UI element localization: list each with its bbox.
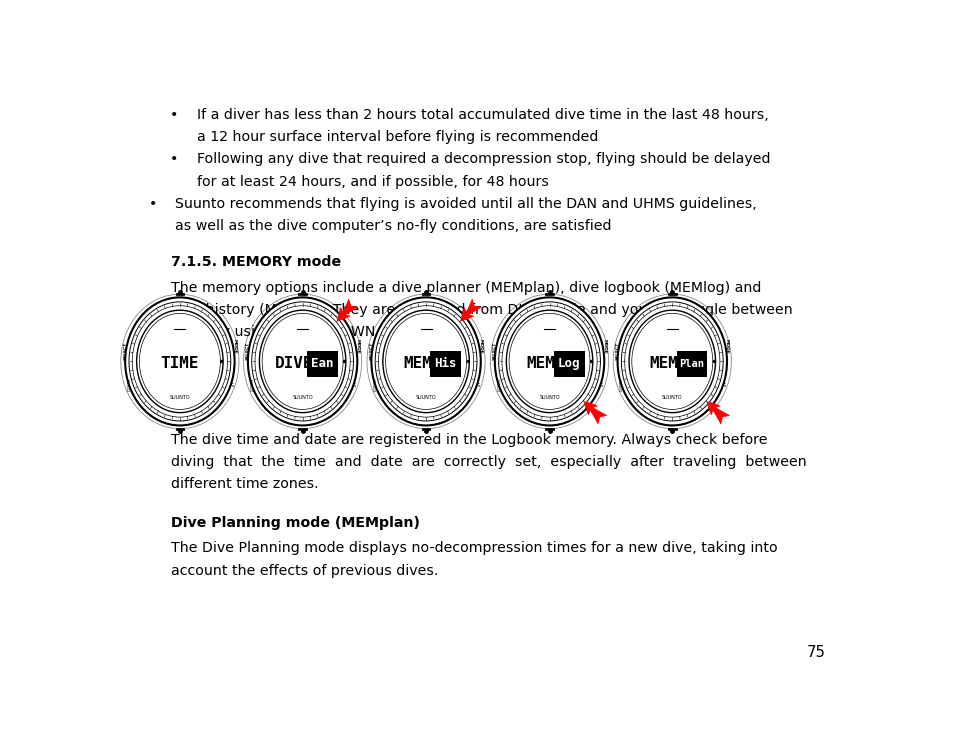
Text: DOWN: DOWN bbox=[250, 378, 254, 391]
Text: 75: 75 bbox=[805, 645, 824, 660]
Ellipse shape bbox=[367, 294, 485, 429]
Text: diving  that  the  time  and  date  are  correctly  set,  especially  after  tra: diving that the time and date are correc… bbox=[171, 455, 806, 469]
Text: SUUNTO: SUUNTO bbox=[170, 395, 190, 400]
Ellipse shape bbox=[139, 314, 220, 410]
Ellipse shape bbox=[490, 294, 608, 429]
Ellipse shape bbox=[617, 297, 726, 426]
Ellipse shape bbox=[248, 297, 357, 426]
Text: MODE: MODE bbox=[478, 339, 482, 353]
Text: MEM: MEM bbox=[648, 357, 678, 371]
Text: MODE: MODE bbox=[233, 339, 236, 353]
Text: for at least 24 hours, and if possible, for 48 hours: for at least 24 hours, and if possible, … bbox=[196, 175, 548, 188]
Text: MODE: MODE bbox=[601, 339, 605, 353]
Text: a 12 hour surface interval before flying is recommended: a 12 hour surface interval before flying… bbox=[196, 130, 598, 144]
Text: The Dive Planning mode displays no-decompression times for a new dive, taking in: The Dive Planning mode displays no-decom… bbox=[171, 541, 777, 556]
Text: The memory options include a dive planner (MEMplan), dive logbook (MEMlog) and: The memory options include a dive planne… bbox=[171, 281, 760, 295]
Text: •: • bbox=[170, 153, 177, 166]
Text: DOWN: DOWN bbox=[497, 378, 500, 391]
Text: MODE: MODE bbox=[355, 339, 359, 353]
Ellipse shape bbox=[613, 294, 731, 429]
Text: Dive Planning mode (MEMplan): Dive Planning mode (MEMplan) bbox=[171, 516, 419, 530]
Ellipse shape bbox=[382, 310, 469, 413]
Text: SELECT: SELECT bbox=[123, 342, 127, 361]
Ellipse shape bbox=[506, 310, 592, 413]
Text: Log: Log bbox=[558, 358, 579, 370]
Text: SUUNTO: SUUNTO bbox=[292, 395, 313, 400]
Bar bbox=[430, 351, 460, 376]
Text: 7.1.5. MEMORY mode: 7.1.5. MEMORY mode bbox=[171, 256, 341, 269]
Text: DOWN: DOWN bbox=[128, 378, 132, 391]
Ellipse shape bbox=[262, 314, 343, 410]
Ellipse shape bbox=[371, 297, 480, 426]
Text: •: • bbox=[170, 108, 177, 122]
Text: Suunto recommends that flying is avoided until all the DAN and UHMS guidelines,: Suunto recommends that flying is avoided… bbox=[174, 197, 756, 211]
Ellipse shape bbox=[628, 310, 715, 413]
Ellipse shape bbox=[631, 314, 712, 410]
Bar bbox=[554, 351, 584, 376]
Text: TIME: TIME bbox=[160, 357, 199, 371]
Text: His: His bbox=[434, 358, 456, 370]
Text: UP: UP bbox=[598, 382, 601, 387]
Text: UP: UP bbox=[228, 382, 232, 387]
Text: Ean: Ean bbox=[311, 358, 334, 370]
Text: SELECT: SELECT bbox=[493, 342, 497, 361]
Text: UP: UP bbox=[720, 382, 724, 387]
Text: SUUNTO: SUUNTO bbox=[661, 395, 682, 400]
Text: Plan: Plan bbox=[679, 359, 703, 369]
Text: Following any dive that required a decompression stop, flying should be delayed: Following any dive that required a decom… bbox=[196, 153, 770, 166]
Ellipse shape bbox=[385, 314, 466, 410]
Text: UP: UP bbox=[474, 382, 477, 387]
Text: dive history (MEMhis). They are accessed from DIVE mode and you can toggle betwe: dive history (MEMhis). They are accessed… bbox=[171, 303, 792, 318]
Text: MODE: MODE bbox=[724, 339, 728, 353]
Text: SUUNTO: SUUNTO bbox=[538, 395, 559, 400]
Text: SELECT: SELECT bbox=[369, 342, 373, 361]
Text: them by using the UP/DOWN buttons.: them by using the UP/DOWN buttons. bbox=[171, 325, 438, 339]
Text: different time zones.: different time zones. bbox=[171, 477, 318, 491]
Bar bbox=[307, 351, 337, 376]
Text: account the effects of previous dives.: account the effects of previous dives. bbox=[171, 563, 438, 578]
Text: DOWN: DOWN bbox=[374, 378, 377, 391]
Bar bbox=[676, 351, 706, 376]
Text: SELECT: SELECT bbox=[246, 342, 250, 361]
Text: •: • bbox=[149, 197, 157, 211]
Ellipse shape bbox=[243, 294, 361, 429]
Text: DOWN: DOWN bbox=[619, 378, 623, 391]
Text: DIVE: DIVE bbox=[274, 357, 313, 371]
Ellipse shape bbox=[495, 297, 603, 426]
Ellipse shape bbox=[136, 310, 223, 413]
Text: as well as the dive computer’s no-fly conditions, are satisfied: as well as the dive computer’s no-fly co… bbox=[174, 218, 611, 233]
Text: The dive time and date are registered in the Logbook memory. Always check before: The dive time and date are registered in… bbox=[171, 433, 767, 447]
Text: MEM: MEM bbox=[526, 357, 555, 371]
Text: SUUNTO: SUUNTO bbox=[416, 395, 436, 400]
Ellipse shape bbox=[259, 310, 346, 413]
Text: If a diver has less than 2 hours total accumulated dive time in the last 48 hour: If a diver has less than 2 hours total a… bbox=[196, 108, 768, 122]
Text: UP: UP bbox=[351, 382, 355, 387]
Ellipse shape bbox=[509, 314, 589, 410]
Text: MEM: MEM bbox=[402, 357, 432, 371]
Text: SELECT: SELECT bbox=[615, 342, 618, 361]
Ellipse shape bbox=[125, 297, 234, 426]
Ellipse shape bbox=[121, 294, 238, 429]
